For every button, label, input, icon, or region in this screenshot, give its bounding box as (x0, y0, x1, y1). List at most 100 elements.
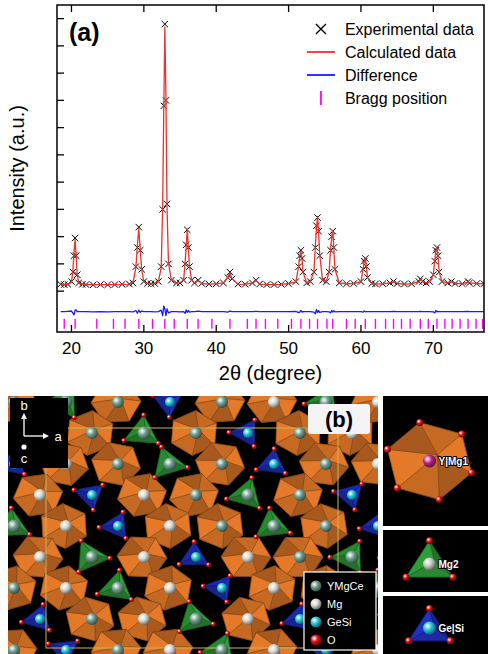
atom (242, 613, 254, 625)
bragg-tick (74, 319, 75, 329)
atom (372, 458, 378, 470)
atom (138, 427, 151, 440)
tetrahedron (229, 420, 255, 447)
bragg-tick (174, 319, 175, 329)
oxygen-atom (79, 538, 84, 543)
octahedron (91, 629, 141, 654)
atom (268, 520, 281, 533)
y-tick (57, 72, 64, 73)
atom (112, 644, 124, 654)
oxygen-atom (121, 510, 126, 515)
tetrahedron (48, 641, 77, 654)
atom (86, 427, 98, 439)
x-tick-label: 50 (279, 339, 298, 358)
oxygen-atom (394, 484, 401, 491)
atom (87, 490, 97, 500)
atom (294, 551, 306, 563)
y-axis-title: Intensity (a.u.) (6, 105, 28, 232)
y-tick (57, 100, 64, 101)
bragg-tick (475, 319, 476, 329)
octahedron-facet (173, 580, 192, 602)
structure-background (8, 396, 378, 654)
oxygen-atom (177, 629, 182, 634)
inset-label: Y|Mg1 (439, 456, 469, 467)
y-tick (57, 209, 64, 210)
data-line (61, 306, 484, 316)
octahedron-facet (149, 566, 173, 585)
oxygen-atom (100, 482, 105, 487)
legend-label: Mg (327, 598, 342, 610)
oxygen-atom (27, 532, 32, 537)
atom (216, 520, 228, 532)
octahedron-facet (281, 473, 305, 491)
x-tick (71, 325, 72, 332)
atom (372, 396, 378, 408)
unit-cell (46, 428, 338, 648)
oxygen-atom (257, 506, 262, 511)
label-patch (308, 404, 370, 434)
oxygen-atom (159, 444, 164, 449)
bragg-tick (291, 319, 292, 329)
oxygen-atom (201, 584, 206, 589)
oxygen-atom (141, 413, 146, 418)
panel-a: 2030405060702θ (degree)Intensity (a.u.)(… (6, 5, 487, 384)
bragg-tick (459, 319, 460, 329)
bragg-tick (229, 319, 230, 329)
oxygen-atom (224, 497, 229, 502)
arrow-head (43, 433, 49, 439)
oxygen-atom (468, 469, 475, 476)
bragg-tick (354, 319, 355, 329)
bragg-tick (317, 319, 318, 329)
tetrahedron (200, 633, 232, 654)
x-tick (360, 325, 361, 332)
oxygen-atom (150, 396, 155, 398)
octahedron-facet (366, 443, 378, 460)
atom (243, 428, 253, 438)
bragg-tick (326, 319, 327, 329)
tetrahedron (74, 485, 103, 510)
bragg-tick (467, 319, 468, 329)
oxygen-atom (352, 507, 357, 512)
oxygen-atom (41, 602, 46, 607)
octahedron-facet (147, 474, 167, 492)
atom (347, 490, 357, 500)
octahedron-facet (121, 629, 141, 647)
oxygen-atom (9, 506, 14, 511)
oxygen-atom (403, 574, 410, 581)
oxygen-atom (72, 415, 77, 420)
bragg-tick (420, 319, 421, 329)
bragg-tick (152, 319, 153, 329)
bragg-tick (393, 319, 394, 329)
panel-b: bac(b)YMgCeMgGeSiOY|Mg1Mg2Ge|Si (0, 381, 488, 654)
data-line (61, 27, 484, 285)
x-tick-label: 70 (424, 339, 443, 358)
panel-label: (b) (325, 407, 353, 432)
x-tick-label: 40 (207, 339, 226, 358)
atom (164, 458, 177, 471)
oxygen-atom (359, 481, 364, 486)
oxygen-atom (121, 438, 126, 443)
oxygen-atom (252, 417, 257, 422)
atom (34, 489, 46, 501)
x-axis-title: 2θ (degree) (219, 362, 322, 384)
structure (8, 396, 378, 654)
bragg-tick (277, 319, 278, 329)
bragg-tick (124, 319, 125, 329)
y-tick (57, 18, 64, 19)
tetrahedron (330, 541, 360, 572)
tetrahedron (21, 604, 49, 630)
oxygen-atom (47, 628, 52, 633)
atom (268, 644, 280, 654)
oxygen-atom (167, 415, 172, 420)
oxygen-atom (117, 568, 122, 573)
axis-dot (21, 444, 26, 449)
octahedron (8, 566, 36, 610)
atom (60, 582, 72, 594)
bragg-tick (346, 319, 347, 329)
atom (190, 613, 203, 626)
atom (8, 520, 21, 533)
octahedron-facet (437, 434, 471, 473)
atom (216, 396, 228, 408)
inset-background (383, 530, 488, 592)
atom-legend-box (304, 572, 376, 650)
